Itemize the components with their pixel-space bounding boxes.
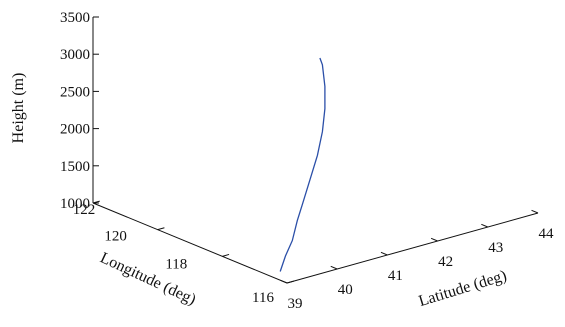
latitude-tick-mark — [481, 223, 488, 228]
latitude-tick-label: 40 — [338, 282, 353, 298]
longitude-tick-label: 122 — [73, 202, 96, 218]
z-tick-label: 1500 — [60, 159, 90, 175]
longitude-tick-mark — [286, 280, 294, 284]
series-layer — [279, 57, 326, 272]
z-tick-label: 3500 — [60, 10, 90, 26]
latitude-tick-mark — [380, 251, 388, 256]
latitude-tick-label: 41 — [388, 268, 403, 284]
longitude-tick-label: 120 — [104, 229, 127, 245]
z-axis-title: Height (m) — [10, 73, 27, 144]
latitude-tick-mark — [430, 237, 438, 242]
trajectory-line — [279, 57, 326, 272]
longitude-tick-label: 118 — [165, 256, 187, 272]
latitude-tick-mark — [531, 209, 539, 214]
latitude-tick-label: 42 — [438, 254, 453, 270]
longitude-tick-mark — [92, 200, 100, 204]
z-tick-label: 3000 — [60, 47, 90, 63]
z-tick-label: 1000 — [60, 196, 90, 212]
z-tick-label: 2000 — [60, 122, 90, 138]
latitude-axis-line — [286, 212, 539, 284]
latitude-tick-mark — [280, 279, 288, 284]
latitude-axis-title: Latitude (deg) — [417, 267, 509, 310]
latitude-tick-label: 43 — [488, 240, 503, 256]
latitude-tick-mark — [330, 265, 338, 270]
longitude-tick-mark — [157, 227, 165, 231]
longitude-axis-line — [92, 202, 288, 284]
longitude-tick-label: 116 — [252, 290, 274, 306]
axes: 1000 1500 2000 2500 3000 3500 116 118 120 122 39 40… — [60, 10, 554, 312]
z-tick-label: 2500 — [60, 84, 90, 100]
latitude-tick-label: 39 — [288, 296, 303, 312]
latitude-tick-label: 44 — [539, 226, 555, 242]
longitude-tick-mark — [222, 253, 230, 257]
